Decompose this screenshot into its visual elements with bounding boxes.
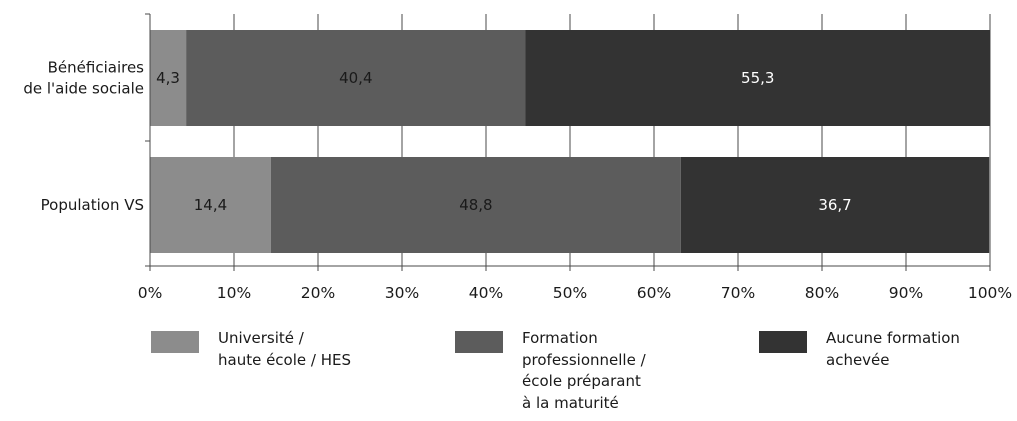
data-label-1-0: 14,4 [194, 196, 227, 214]
x-tick-label-100: 100% [968, 284, 1012, 302]
x-tick-label-70: 70% [721, 284, 755, 302]
x-tick-label-40: 40% [469, 284, 503, 302]
bar-segment-1-1 [270, 157, 681, 253]
x-tick-label-60: 60% [637, 284, 671, 302]
data-label-0-0: 4,3 [156, 69, 180, 87]
x-tick-label-20: 20% [301, 284, 335, 302]
legend: Université / haute école / HES Formation… [0, 328, 1017, 421]
legend-swatch-formation-professionnelle [455, 331, 503, 353]
data-label-1-2: 36,7 [818, 196, 851, 214]
data-label-1-1: 48,8 [459, 196, 492, 214]
legend-swatch-aucune-formation [759, 331, 807, 353]
x-tick-label-90: 90% [889, 284, 923, 302]
stacked-bar-chart: 4,3 40,4 55,3 Bénéficiaires de l'aide social… [23, 13, 1012, 302]
x-tick-label-50: 50% [553, 284, 587, 302]
x-tick-label-0: 0% [138, 284, 163, 302]
x-tick-label-10: 10% [217, 284, 251, 302]
category-label-1: Population VS [41, 196, 144, 214]
legend-label-formation-professionnelle: Formation professionnelle / école prépar… [522, 329, 646, 412]
bar-segment-0-2 [525, 30, 990, 126]
bar-segment-1-0 [150, 157, 271, 253]
category-label-0: Bénéficiaires de l'aide sociale [23, 59, 144, 98]
bar-segment-0-0 [150, 30, 187, 126]
legend-swatch-universite [151, 331, 199, 353]
bar-segment-1-2 [680, 157, 990, 253]
legend-label-universite: Université / haute école / HES [218, 329, 352, 369]
data-label-0-1: 40,4 [339, 69, 372, 87]
x-tick-label-30: 30% [385, 284, 419, 302]
bar-segment-0-1 [186, 30, 526, 126]
legend-label-aucune-formation: Aucune formation achevée [826, 329, 960, 369]
x-tick-label-80: 80% [805, 284, 839, 302]
data-label-0-2: 55,3 [741, 69, 774, 87]
